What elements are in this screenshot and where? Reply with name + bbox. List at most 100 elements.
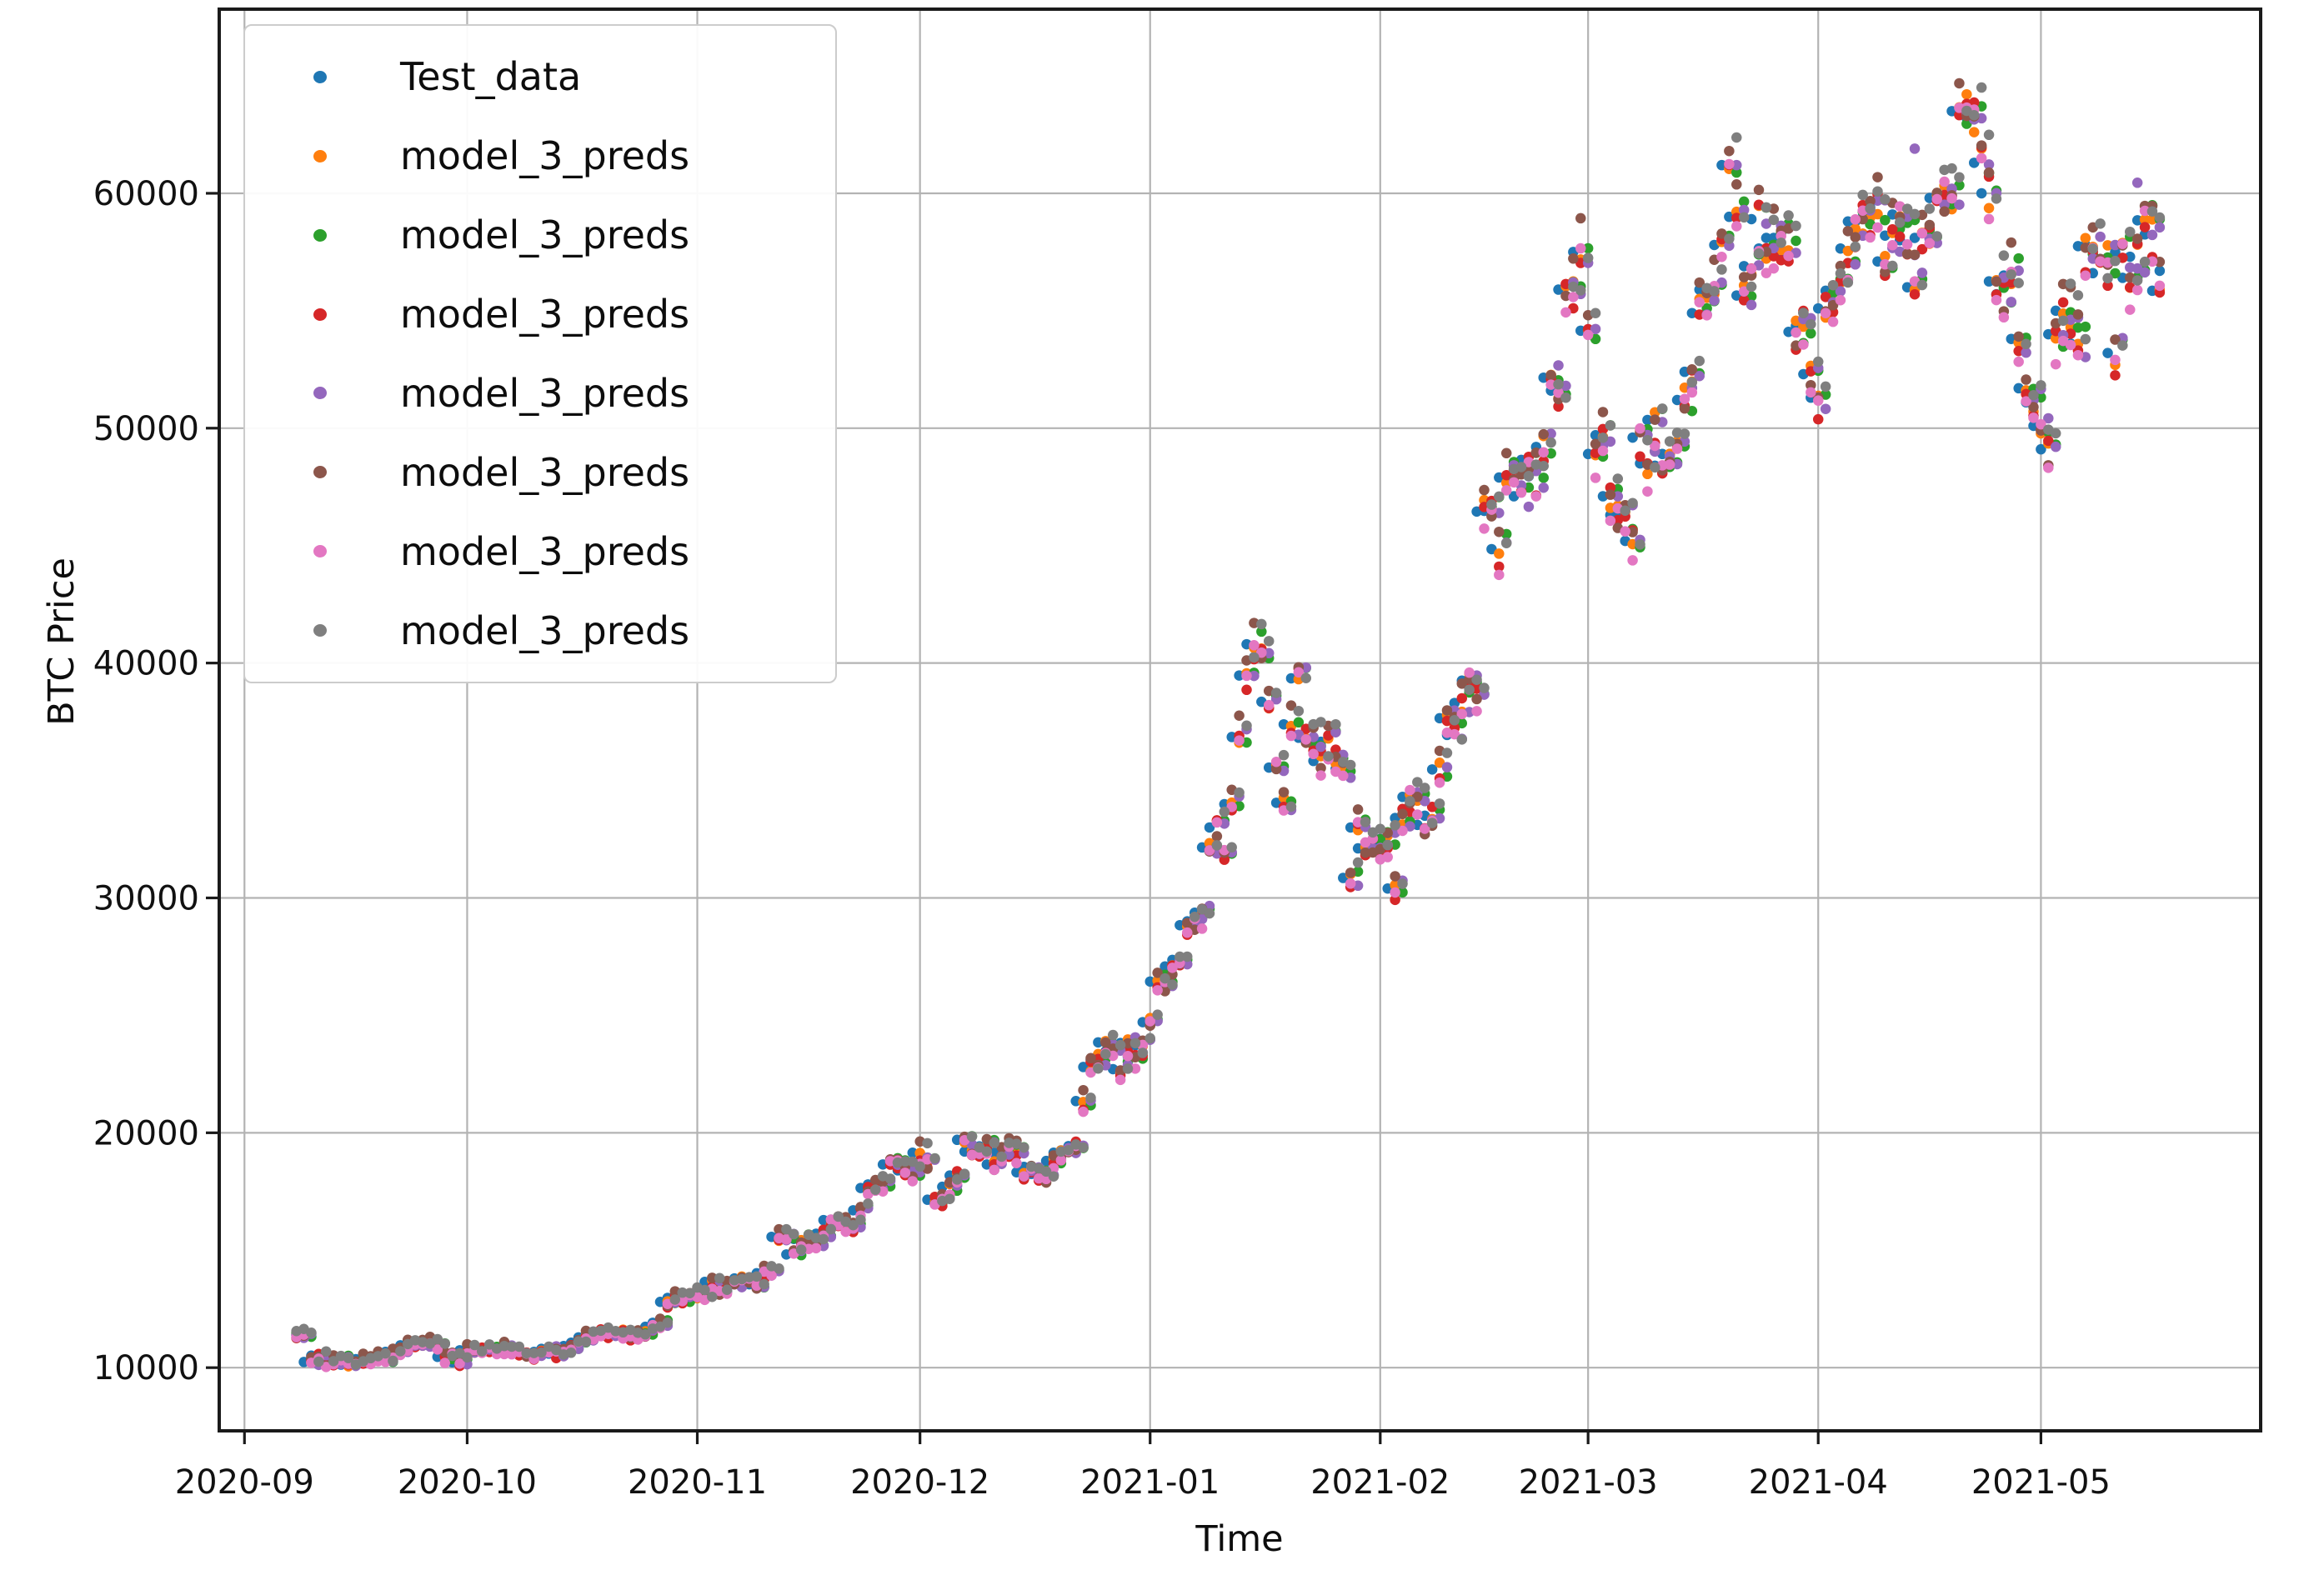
data-point bbox=[1931, 193, 1942, 205]
data-point bbox=[1270, 756, 1282, 768]
data-point bbox=[1694, 355, 1705, 367]
data-point bbox=[1048, 1171, 1059, 1182]
data-point bbox=[1798, 339, 1809, 350]
data-point bbox=[1961, 88, 1972, 100]
data-point bbox=[1880, 194, 1891, 205]
data-point bbox=[1806, 328, 1816, 339]
data-point bbox=[1397, 825, 1408, 837]
data-point bbox=[1152, 968, 1163, 978]
data-point bbox=[1523, 471, 1535, 482]
data-point bbox=[1560, 307, 1571, 318]
data-point bbox=[2006, 269, 2017, 280]
data-point bbox=[1909, 143, 1921, 154]
data-point bbox=[951, 1174, 963, 1185]
data-point bbox=[1405, 784, 1415, 796]
data-point bbox=[1204, 845, 1215, 856]
data-point bbox=[774, 1223, 784, 1235]
data-point bbox=[313, 1356, 324, 1368]
data-point bbox=[1991, 294, 2002, 306]
data-point bbox=[2065, 339, 2076, 351]
data-point bbox=[1426, 764, 1438, 775]
data-point bbox=[1129, 1063, 1141, 1074]
data-point bbox=[1278, 787, 1290, 798]
data-point bbox=[1479, 682, 1490, 693]
legend-marker-icon bbox=[313, 545, 327, 558]
data-point bbox=[2028, 390, 2039, 401]
data-point bbox=[2125, 304, 2136, 315]
data-point bbox=[2154, 265, 2166, 277]
data-point bbox=[1500, 485, 1512, 496]
data-point bbox=[1909, 289, 1921, 300]
data-point bbox=[1256, 647, 1267, 658]
data-point bbox=[1352, 857, 1364, 868]
data-point bbox=[907, 1176, 919, 1187]
data-point bbox=[1612, 473, 1624, 484]
data-point bbox=[1746, 281, 1757, 292]
data-point bbox=[1137, 1048, 1149, 1058]
data-point bbox=[1939, 206, 1950, 218]
data-point bbox=[1968, 109, 1980, 121]
data-point bbox=[1285, 730, 1297, 742]
legend-marker-icon bbox=[313, 149, 327, 162]
data-point bbox=[1679, 402, 1690, 414]
data-point bbox=[1724, 145, 1735, 157]
data-point bbox=[1441, 705, 1453, 716]
data-point bbox=[1991, 276, 2002, 288]
data-point bbox=[1946, 162, 1957, 174]
data-point bbox=[1241, 684, 1252, 696]
data-point bbox=[2095, 218, 2106, 229]
data-point bbox=[1167, 962, 1178, 973]
data-point bbox=[1234, 787, 1245, 798]
data-point bbox=[1872, 172, 1883, 182]
data-point bbox=[2050, 358, 2061, 370]
data-point bbox=[1471, 693, 1482, 705]
data-point bbox=[1278, 749, 1290, 761]
data-point bbox=[1575, 285, 1586, 296]
data-point bbox=[677, 1287, 688, 1298]
data-point bbox=[1872, 186, 1883, 197]
data-point bbox=[1494, 491, 1505, 502]
data-point bbox=[1627, 432, 1638, 443]
data-point bbox=[1820, 308, 1831, 319]
data-point bbox=[1946, 192, 1957, 204]
data-point bbox=[1806, 318, 1816, 330]
data-point bbox=[766, 1270, 777, 1281]
data-point bbox=[498, 1348, 510, 1360]
data-point bbox=[2013, 331, 2024, 342]
data-point bbox=[1887, 260, 1898, 272]
data-point bbox=[1582, 329, 1594, 341]
data-point bbox=[2125, 226, 2136, 238]
legend-label: model_3_preds bbox=[400, 449, 690, 495]
data-point bbox=[1152, 985, 1163, 996]
legend-label: model_3_preds bbox=[400, 608, 690, 653]
data-point bbox=[1827, 316, 1839, 328]
x-tick-label: 2021-05 bbox=[1971, 1463, 2111, 1502]
data-point bbox=[899, 1156, 911, 1167]
data-point bbox=[1880, 214, 1891, 226]
data-point bbox=[848, 1219, 859, 1231]
data-point bbox=[1360, 848, 1371, 858]
data-point bbox=[2154, 212, 2166, 223]
legend-item: model_3_preds bbox=[245, 209, 835, 261]
data-point bbox=[1538, 428, 1549, 440]
data-point bbox=[1300, 662, 1312, 673]
data-point bbox=[1412, 809, 1423, 820]
tick-labels-layer: 2020-09 2020-10 2020-11 2020-12 2021-01 2021-… bbox=[93, 175, 2111, 1502]
data-point bbox=[1635, 422, 1645, 434]
data-point bbox=[1234, 710, 1245, 721]
data-point bbox=[2110, 334, 2121, 345]
data-point bbox=[1679, 428, 1690, 439]
data-point bbox=[1694, 277, 1705, 288]
data-point bbox=[2139, 214, 2151, 225]
data-point bbox=[1249, 640, 1260, 651]
data-point bbox=[1219, 854, 1230, 865]
data-point bbox=[825, 1223, 837, 1235]
data-point bbox=[1360, 817, 1371, 828]
data-point bbox=[1479, 523, 1490, 534]
data-point bbox=[1880, 266, 1891, 278]
data-point bbox=[2146, 206, 2158, 217]
data-point bbox=[1865, 195, 1876, 207]
data-point bbox=[1078, 1106, 1089, 1118]
data-point bbox=[1724, 233, 1735, 244]
data-point bbox=[1820, 381, 1831, 392]
